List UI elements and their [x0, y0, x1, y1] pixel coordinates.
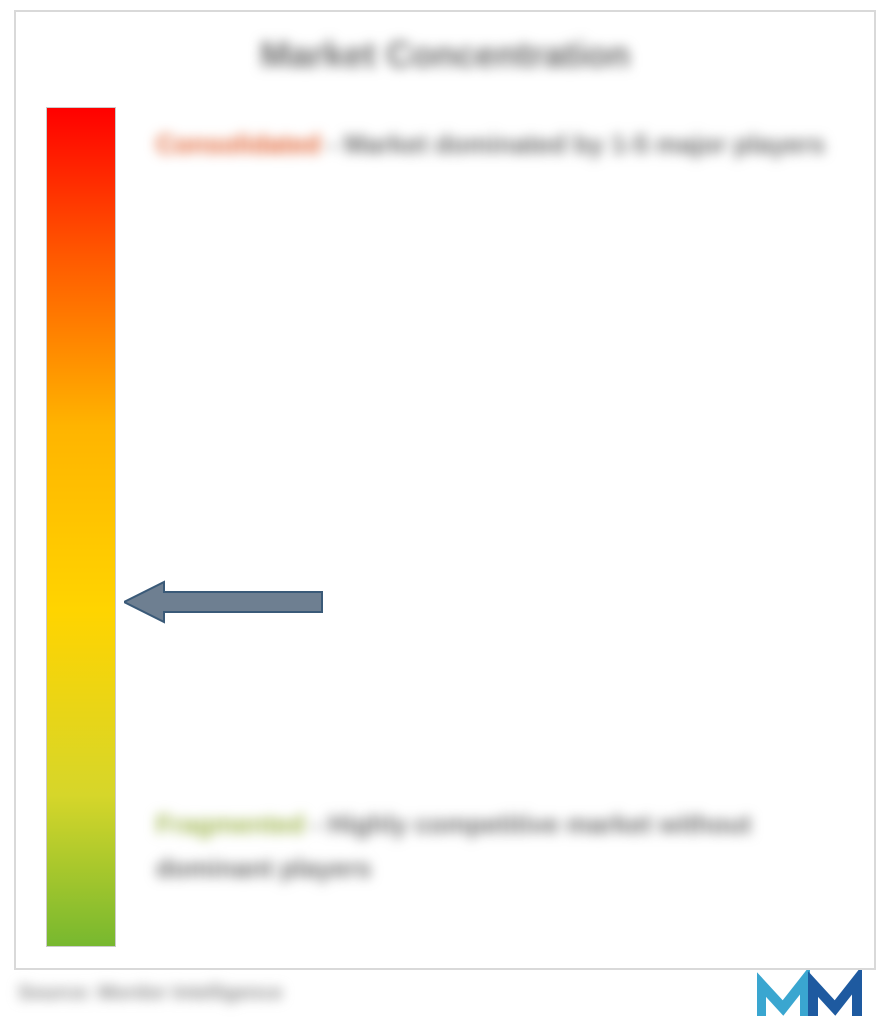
- chart-title: Market Concentration: [16, 34, 874, 76]
- source-attribution: Source: Mordor Intelligence: [18, 982, 282, 1005]
- consolidated-label: Consolidated: [156, 129, 321, 159]
- arrow-left-icon: [124, 577, 324, 627]
- consolidated-text: - Market dominated by 1-5 major players: [328, 129, 825, 159]
- fragmented-description: Fragmented - Highly competitive market w…: [156, 802, 856, 890]
- fragmented-label: Fragmented: [156, 809, 305, 839]
- indicator-arrow: [124, 577, 324, 627]
- concentration-gradient-bar: [46, 107, 116, 947]
- consolidated-description: Consolidated - Market dominated by 1-5 m…: [156, 122, 856, 166]
- logo-icon: [757, 970, 867, 1020]
- brand-logo: [757, 970, 867, 1020]
- chart-frame: Market Concentration Consolidated - Mark…: [14, 10, 876, 970]
